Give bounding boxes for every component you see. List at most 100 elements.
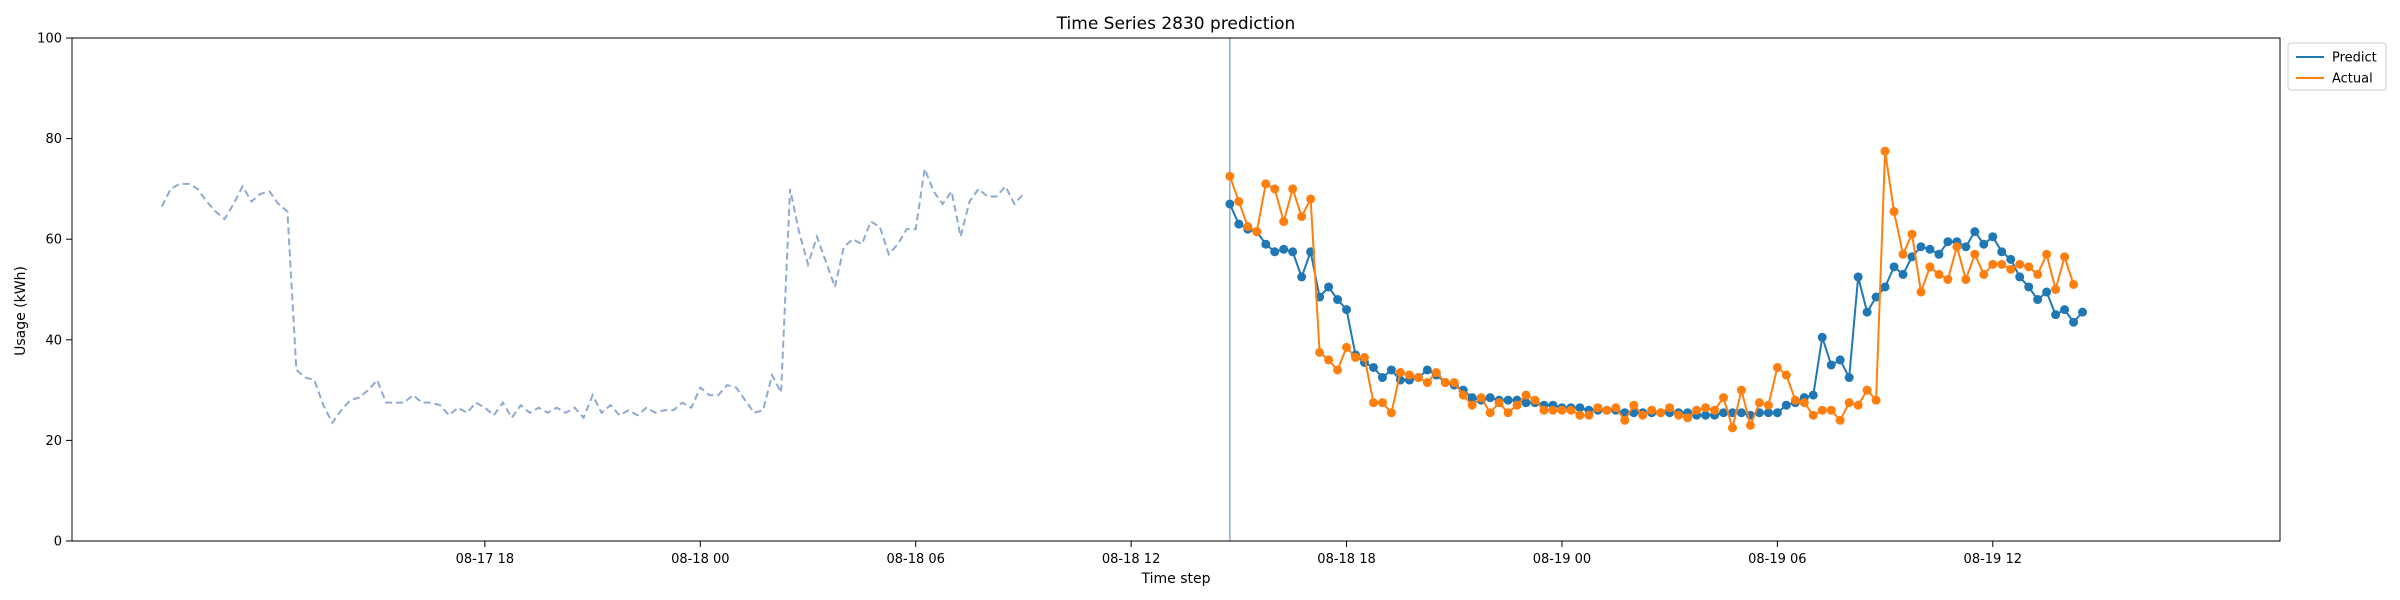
data-point	[1970, 249, 1980, 259]
data-point	[1719, 408, 1729, 418]
data-point	[1710, 405, 1720, 415]
data-point	[1844, 398, 1854, 408]
y-axis: 0 20 40 60 80 100	[37, 32, 72, 550]
data-point	[1871, 395, 1881, 405]
data-point	[1988, 232, 1998, 242]
data-point	[1566, 405, 1576, 415]
data-point	[1943, 237, 1953, 247]
data-point	[1225, 199, 1235, 209]
x-tick-label: 08-18 06	[886, 552, 944, 567]
data-point	[1485, 393, 1495, 403]
y-tick-label: 40	[45, 333, 62, 348]
y-tick-label: 60	[45, 233, 62, 248]
data-point	[1745, 420, 1755, 430]
data-point	[1521, 398, 1531, 408]
data-point	[1835, 355, 1845, 365]
data-point	[1817, 405, 1827, 415]
data-point	[1342, 342, 1352, 352]
x-tick-label: 08-18 00	[671, 552, 729, 567]
data-point	[1781, 370, 1791, 380]
data-point	[1575, 410, 1585, 420]
data-point	[1754, 398, 1764, 408]
data-point	[1952, 242, 1962, 252]
data-point	[2024, 262, 2034, 272]
data-point	[1575, 403, 1585, 413]
data-point	[2069, 317, 2079, 327]
data-point	[1683, 413, 1693, 423]
data-point	[1234, 219, 1244, 229]
data-point	[1252, 227, 1262, 237]
data-point	[1521, 390, 1531, 400]
data-point	[1772, 362, 1782, 372]
data-point	[1907, 229, 1917, 239]
data-point	[1988, 259, 1998, 269]
data-point	[1611, 403, 1621, 413]
data-point	[1719, 393, 1729, 403]
data-point	[2033, 269, 2043, 279]
data-point	[1898, 269, 1908, 279]
x-tick-label: 08-19 06	[1748, 552, 1806, 567]
data-point	[1440, 378, 1450, 388]
y-tick-label: 0	[54, 535, 62, 550]
data-point	[1270, 247, 1280, 257]
data-point	[1727, 423, 1737, 433]
data-point	[1943, 274, 1953, 284]
data-point	[1853, 272, 1863, 282]
legend-label: Predict	[2332, 51, 2377, 66]
data-point	[1539, 405, 1549, 415]
x-axis: 08-17 18 08-18 00 08-18 06 08-18 12 08-18 18…	[456, 541, 2022, 567]
data-point	[1736, 408, 1746, 418]
data-point	[1476, 393, 1486, 403]
data-point	[1557, 405, 1567, 415]
data-point	[1324, 282, 1334, 292]
data-point	[2006, 264, 2016, 274]
data-point	[1404, 370, 1414, 380]
data-point	[1862, 385, 1872, 395]
data-point	[1503, 395, 1513, 405]
history-series	[160, 164, 1025, 425]
data-point	[1512, 400, 1522, 410]
data-point	[2006, 254, 2016, 264]
data-point	[1602, 405, 1612, 415]
data-point	[1279, 244, 1289, 254]
data-point	[1790, 395, 1800, 405]
data-point	[1925, 262, 1935, 272]
data-point	[1692, 405, 1702, 415]
data-point	[1351, 352, 1361, 362]
data-point	[2024, 282, 2034, 292]
data-point	[1288, 247, 1298, 257]
data-point	[1665, 403, 1675, 413]
data-point	[1431, 368, 1441, 377]
data-point	[1386, 365, 1396, 375]
data-point	[1288, 184, 1298, 194]
data-point	[2033, 295, 2043, 305]
data-point	[1871, 292, 1881, 302]
data-point	[1485, 408, 1495, 418]
data-point	[1234, 196, 1244, 206]
data-point	[1395, 368, 1405, 377]
data-point	[1638, 410, 1648, 420]
x-tick-label: 08-19 00	[1533, 552, 1591, 567]
x-tick-label: 08-18 18	[1317, 552, 1375, 567]
data-point	[1961, 242, 1971, 252]
data-point	[1458, 390, 1468, 400]
data-point	[1333, 365, 1343, 375]
plot-frame	[71, 37, 2281, 542]
data-point	[1934, 249, 1944, 259]
data-point	[1593, 403, 1603, 413]
data-point	[1333, 295, 1343, 305]
data-point	[1297, 212, 1307, 222]
data-point	[1377, 373, 1387, 383]
data-point	[1961, 274, 1971, 284]
data-point	[1530, 395, 1540, 405]
data-point	[1763, 400, 1773, 410]
data-point	[1377, 398, 1387, 408]
data-point	[1494, 398, 1504, 408]
data-point	[1449, 378, 1459, 388]
data-point	[2060, 252, 2070, 262]
data-point	[1808, 390, 1818, 400]
data-point	[1548, 405, 1558, 415]
data-point	[1368, 398, 1378, 408]
